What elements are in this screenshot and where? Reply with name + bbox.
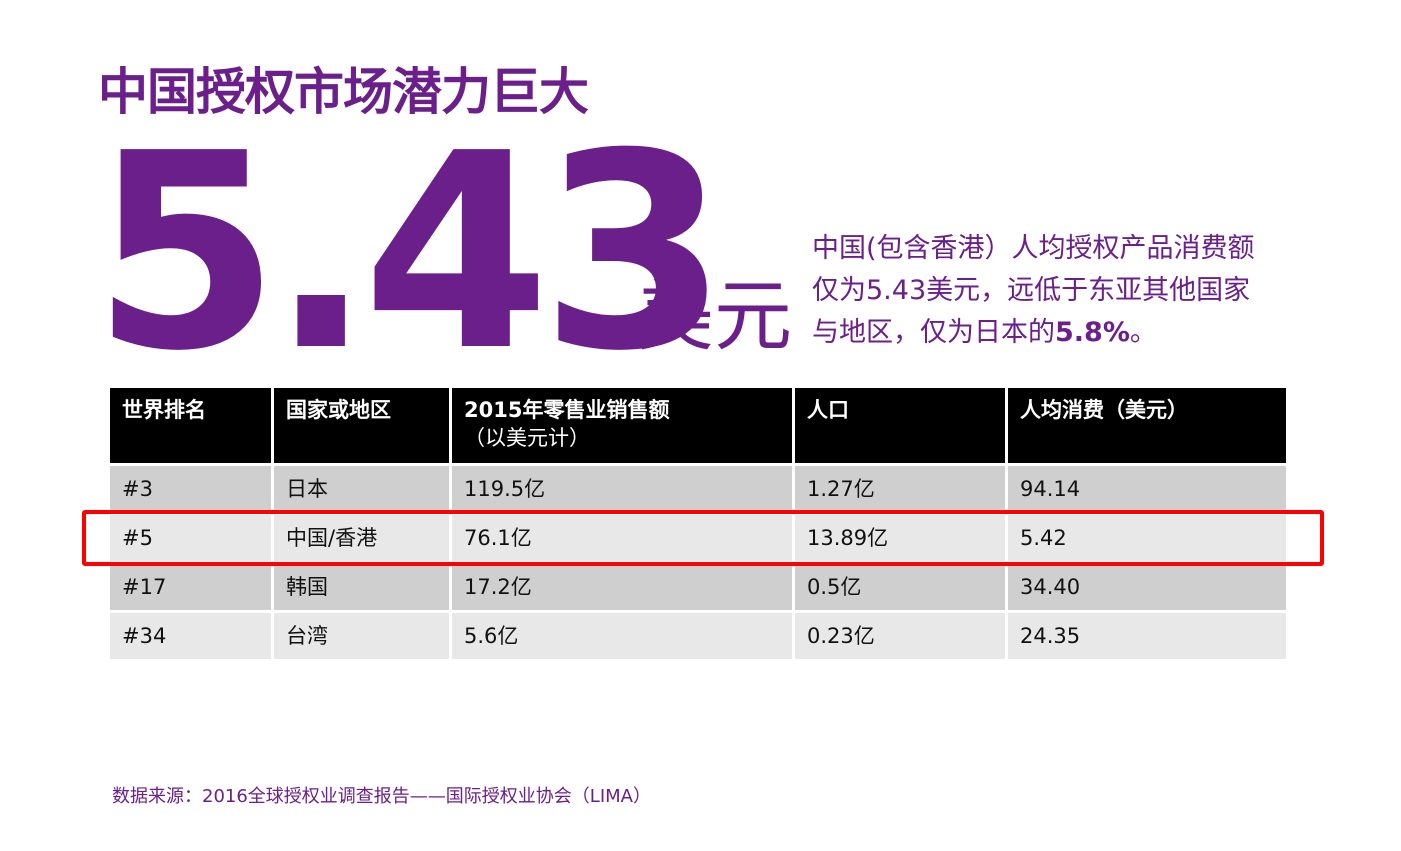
table-row: #3 日本 119.5亿 1.27亿 94.14 xyxy=(110,466,1286,515)
header-sales-line-2: （以美元计） xyxy=(464,426,590,450)
page-title: 中国授权市场潜力巨大 xyxy=(98,63,589,121)
cell-sales: 119.5亿 xyxy=(452,466,795,515)
header-per-capita: 人均消费（美元） xyxy=(1008,388,1286,466)
source-note: 数据来源：2016全球授权业调查报告——国际授权业协会（LIMA） xyxy=(112,786,651,807)
cell-per-capita: 94.14 xyxy=(1008,466,1286,515)
description-line-3-suffix: 。 xyxy=(1129,317,1157,348)
cell-sales: 76.1亿 xyxy=(452,515,795,564)
description-percentage: 5.8% xyxy=(1055,317,1130,348)
cell-region: 韩国 xyxy=(274,564,452,613)
cell-region: 中国/香港 xyxy=(274,515,452,564)
cell-rank: #5 xyxy=(110,515,274,564)
table-row: #34 台湾 5.6亿 0.23亿 24.35 xyxy=(110,613,1286,662)
headline-number: 5.43 xyxy=(92,95,728,410)
description-line-3: 与地区，仅为日本的5.8%。 xyxy=(812,312,1292,354)
cell-population: 1.27亿 xyxy=(795,466,1008,515)
table-row: #5 中国/香港 76.1亿 13.89亿 5.42 xyxy=(110,515,1286,564)
cell-per-capita: 5.42 xyxy=(1008,515,1286,564)
description-line-3-prefix: 与地区，仅为日本的 xyxy=(812,317,1055,348)
cell-per-capita: 24.35 xyxy=(1008,613,1286,662)
description-line-1: 中国(包含香港）人均授权产品消费额 xyxy=(812,233,1255,264)
cell-rank: #17 xyxy=(110,564,274,613)
cell-region: 台湾 xyxy=(274,613,452,662)
cell-sales: 17.2亿 xyxy=(452,564,795,613)
header-rank: 世界排名 xyxy=(110,388,274,466)
cell-rank: #34 xyxy=(110,613,274,662)
header-population: 人口 xyxy=(795,388,1008,466)
header-sales-line-1: 2015年零售业销售额 xyxy=(464,398,670,422)
cell-sales: 5.6亿 xyxy=(452,613,795,662)
table-row: #17 韩国 17.2亿 0.5亿 34.40 xyxy=(110,564,1286,613)
cell-per-capita: 34.40 xyxy=(1008,564,1286,613)
headline-unit: 美元 xyxy=(636,272,793,362)
table-header-row: 世界排名 国家或地区 2015年零售业销售额 （以美元计） 人口 人均消费（美元） xyxy=(110,388,1286,466)
data-table: 世界排名 国家或地区 2015年零售业销售额 （以美元计） 人口 人均消费（美元）… xyxy=(110,388,1286,662)
cell-rank: #3 xyxy=(110,466,274,515)
description: 中国(包含香港）人均授权产品消费额 仅为5.43美元，远低于东亚其他国家 与地区… xyxy=(812,228,1292,354)
cell-region: 日本 xyxy=(274,466,452,515)
header-sales: 2015年零售业销售额 （以美元计） xyxy=(452,388,795,466)
cell-population: 13.89亿 xyxy=(795,515,1008,564)
header-region: 国家或地区 xyxy=(274,388,452,466)
cell-population: 0.23亿 xyxy=(795,613,1008,662)
description-line-2: 仅为5.43美元，远低于东亚其他国家 xyxy=(812,275,1251,306)
cell-population: 0.5亿 xyxy=(795,564,1008,613)
